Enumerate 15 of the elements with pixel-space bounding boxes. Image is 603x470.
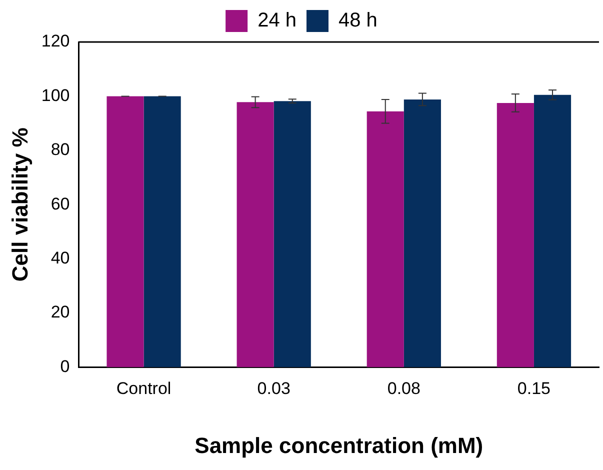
legend-label: 24 h [258, 10, 297, 32]
y-tick-label: 40 [50, 248, 70, 268]
legend-label: 48 h [338, 10, 378, 32]
x-tick-label: Control [116, 379, 172, 398]
y-tick-label: 120 [41, 32, 70, 51]
x-axis-title: Sample concentration (mM) [194, 432, 484, 458]
y-tick-label: 20 [50, 302, 70, 322]
y-tick-label: 100 [41, 86, 70, 105]
y-axis-title: Cell viability % [7, 128, 32, 282]
x-tick-label: 0.03 [257, 379, 290, 398]
x-tick-label: 0.15 [517, 379, 551, 398]
x-tick-label: 0.08 [387, 379, 420, 398]
y-tick-label: 60 [50, 194, 70, 214]
y-tick-label: 0 [60, 356, 70, 376]
y-tick-label: 80 [50, 140, 70, 160]
